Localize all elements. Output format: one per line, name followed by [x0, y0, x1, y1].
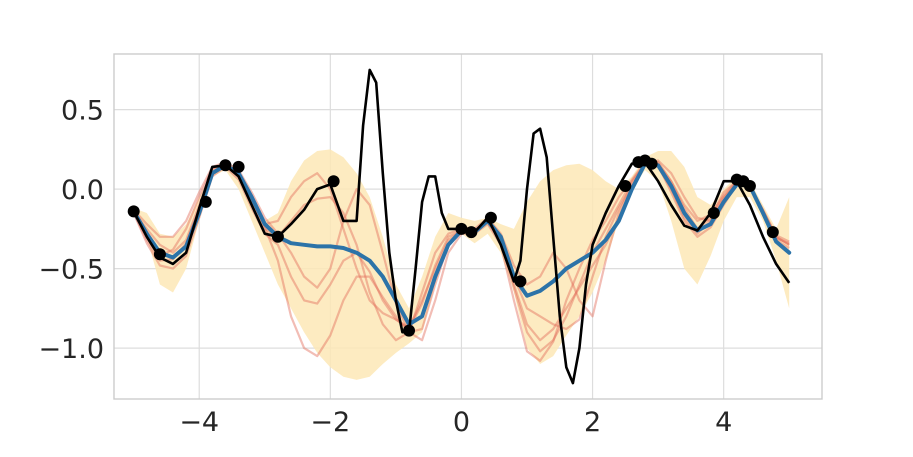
observation-point-2: [199, 195, 212, 208]
confidence-band-layer: [133, 149, 790, 380]
x-tick-label-4: 4: [715, 407, 732, 438]
x-tick-label-3: 2: [584, 407, 601, 438]
y-tick-label-0: 0.5: [61, 96, 104, 127]
y-tick-label-2: −0.5: [38, 255, 104, 286]
x-tick-label-0: −4: [179, 407, 219, 438]
observation-point-20: [766, 226, 779, 239]
confidence-band: [133, 149, 790, 380]
observation-point-15: [645, 157, 658, 170]
observation-point-6: [327, 175, 340, 188]
observation-point-3: [219, 159, 232, 172]
observation-point-8: [455, 222, 468, 235]
y-axis-ticks: 0.5 0.0 −0.5 −1.0: [38, 96, 104, 365]
observation-point-0: [127, 205, 140, 218]
plot-frame: [113, 53, 823, 400]
observation-point-4: [232, 160, 245, 173]
y-tick-label-1: 0.0: [61, 175, 104, 206]
observation-point-7: [403, 324, 415, 337]
observation-point-9: [465, 226, 478, 239]
observation-point-12: [619, 180, 632, 192]
observation-point-10: [484, 211, 497, 224]
x-tick-label-1: −2: [310, 407, 350, 438]
observation-point-11: [514, 275, 527, 288]
observation-point-1: [153, 248, 166, 261]
y-tick-label-3: −1.0: [38, 334, 104, 365]
observation-point-16: [707, 207, 720, 219]
observation-point-5: [271, 230, 284, 243]
x-tick-label-2: 0: [453, 407, 470, 438]
observation-point-19: [743, 180, 756, 192]
x-axis-ticks: −4 −2 0 2 4: [179, 407, 732, 438]
observation-points-layer: [127, 154, 779, 337]
